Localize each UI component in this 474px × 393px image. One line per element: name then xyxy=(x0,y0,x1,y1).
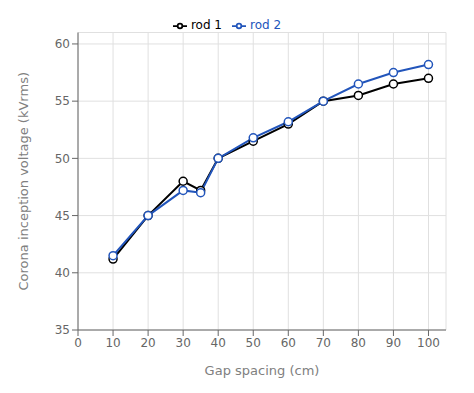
svg-text:Corona inception voltage (kVrm: Corona inception voltage (kVrms) xyxy=(16,72,31,291)
svg-text:100: 100 xyxy=(417,336,440,350)
svg-text:Gap spacing (cm): Gap spacing (cm) xyxy=(205,363,320,378)
svg-text:10: 10 xyxy=(105,336,120,350)
svg-text:40: 40 xyxy=(55,266,70,280)
svg-text:35: 35 xyxy=(55,323,70,337)
svg-text:60: 60 xyxy=(281,336,296,350)
html-text:rod 2: rod 2 xyxy=(250,18,282,32)
svg-text:45: 45 xyxy=(55,209,70,223)
svg-text:55: 55 xyxy=(55,94,70,108)
svg-text:60: 60 xyxy=(55,37,70,51)
svg-text:20: 20 xyxy=(140,336,155,350)
svg-text:70: 70 xyxy=(316,336,331,350)
svg-text:90: 90 xyxy=(386,336,401,350)
html-text:rod 1: rod 1 xyxy=(190,18,222,32)
svg-text:40: 40 xyxy=(211,336,226,350)
svg-text:50: 50 xyxy=(55,152,70,166)
svg-text:80: 80 xyxy=(351,336,366,350)
svg-text:0: 0 xyxy=(74,336,82,350)
svg-text:30: 30 xyxy=(176,336,191,350)
svg-text:50: 50 xyxy=(246,336,261,350)
